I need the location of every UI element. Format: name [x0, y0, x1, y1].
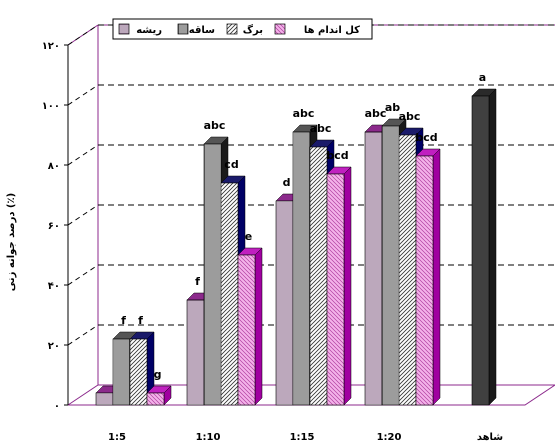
legend-label: برگ [243, 23, 263, 36]
bar-front-face [292, 131, 311, 406]
legend-label: کل اندام ها [304, 25, 360, 36]
bar-data-label: abc [310, 122, 332, 135]
bar-front-face [471, 95, 490, 406]
bar-side-face [432, 148, 441, 406]
legend: ریشه ساقه برگ کل اندام ها [112, 18, 373, 40]
bar-data-label: e [245, 230, 252, 243]
bar: bcd [326, 149, 352, 406]
bar-data-label: bcd [415, 131, 437, 144]
legend-label: ساقه [189, 25, 215, 36]
bar-side-face [488, 88, 497, 406]
gridline-diagonal [67, 84, 99, 106]
gridline-diagonal [67, 204, 99, 226]
bar-front-face [220, 182, 239, 406]
bar-front-face [275, 200, 294, 406]
y-tick-label: ۴۰ [48, 281, 60, 292]
bar-front-face [237, 254, 256, 406]
y-tick-label: ۸۰ [48, 161, 60, 172]
bar-data-label: f [121, 314, 126, 327]
legend-swatch [118, 23, 130, 35]
x-category-label: 1:20 [377, 432, 402, 443]
y-tick-label: ۶۰ [48, 221, 60, 232]
bar-data-label: f [195, 275, 200, 288]
y-axis-ticks: ۰ ۲۰ ۴۰ ۶۰ ۸۰ ۱۰۰ ۱۲۰ [42, 41, 68, 412]
y-axis-label: درصد جوانه زنی (٪) [6, 193, 17, 291]
gridline-diagonal [67, 264, 99, 286]
legend-swatch [274, 23, 286, 35]
legend-swatch [177, 23, 189, 35]
bar-data-label: abc [293, 107, 315, 120]
y-tick-label: ۱۰۰ [42, 101, 60, 112]
legend-swatch [226, 23, 238, 35]
bar-front-face [146, 392, 165, 406]
gridline-diagonal [67, 324, 99, 346]
bar-side-face [254, 247, 263, 406]
bar-data-label: bcd [326, 149, 348, 162]
y-tick-label: ۲۰ [48, 341, 60, 352]
bar-data-label: f [138, 314, 143, 327]
y-tick-label: ۱۲۰ [42, 41, 60, 52]
gridline-diagonal [67, 144, 99, 166]
bar: a [471, 71, 497, 406]
bar-front-face [326, 173, 345, 406]
bar-side-face [343, 166, 352, 406]
x-category-label: شاهد [477, 432, 503, 443]
bar-data-label: g [154, 368, 162, 381]
bar-data-label: d [283, 176, 291, 189]
bar: g [146, 368, 172, 406]
bar-data-label: ab [385, 101, 400, 114]
bar: bcd [415, 131, 441, 406]
x-category-label: 1:15 [290, 432, 315, 443]
bar-data-label: a [479, 71, 486, 84]
legend-label: ریشه [136, 25, 162, 36]
bar-front-face [112, 338, 131, 406]
bar-data-label: cd [224, 158, 238, 171]
bar-front-face [95, 392, 114, 406]
bar-front-face [129, 338, 148, 406]
gridline-diagonal [67, 24, 99, 46]
bar-front-face [203, 143, 222, 406]
bar-data-label: abc [204, 119, 226, 132]
bar-front-face [398, 134, 417, 406]
bar-data-label: abc [399, 110, 421, 123]
bar-front-face [364, 131, 383, 406]
x-axis-categories: 1:5 1:10 1:15 1:20 شاهد [108, 432, 503, 443]
bar: e [237, 230, 263, 406]
bar-front-face [381, 125, 400, 406]
bar-data-label: abc [365, 107, 387, 120]
y-tick-label: ۰ [54, 401, 60, 412]
x-category-label: 1:5 [108, 432, 126, 443]
bar-front-face [309, 146, 328, 406]
bar-front-face [415, 155, 434, 406]
x-category-label: 1:10 [196, 432, 221, 443]
bar-front-face [186, 299, 205, 406]
